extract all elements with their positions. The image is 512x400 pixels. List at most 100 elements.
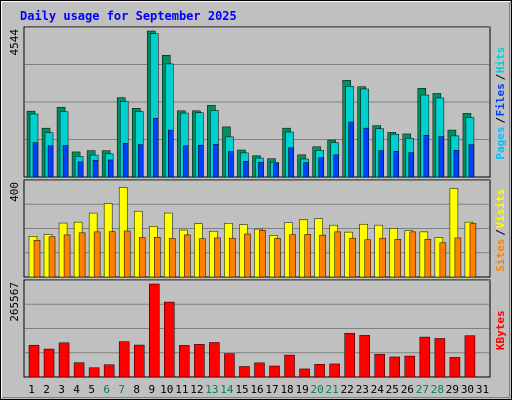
bar-pages-day-7 [122, 143, 129, 178]
x-tick-label: 5 [88, 383, 95, 396]
legend: Pages/Files/Hits [494, 47, 507, 160]
bar-pages-day-1 [32, 142, 39, 178]
bar-sites-day-26 [409, 231, 417, 278]
bar-kbytes-day-11 [179, 345, 190, 378]
bar-sites-day-30 [469, 223, 477, 278]
legend-pages: Pages [494, 126, 507, 159]
x-tick-label: 18 [280, 383, 293, 396]
bar-pages-day-3 [62, 145, 69, 178]
bar-pages-day-28 [438, 136, 445, 178]
bar-kbytes-day-18 [284, 354, 295, 378]
bar-pages-day-29 [453, 150, 460, 178]
bar-kbytes-day-3 [58, 342, 70, 378]
x-tick-label: 1 [28, 383, 35, 396]
bar-visits-day-29 [449, 188, 459, 278]
x-tick-label: 9 [148, 383, 155, 396]
x-tick-label: 29 [446, 383, 459, 396]
bar-kbytes-day-7 [118, 341, 130, 378]
bar-sites-day-14 [229, 237, 236, 278]
x-tick-label: 19 [295, 383, 308, 396]
bar-sites-day-28 [439, 242, 447, 278]
panel-kbytes: 265567 KBytes [8, 279, 507, 378]
bar-kbytes-day-24 [374, 353, 385, 378]
bar-kbytes-day-14 [224, 353, 235, 378]
bar-kbytes-day-17 [269, 365, 280, 378]
bar-sites-day-2 [48, 236, 56, 278]
bar-kbytes-day-22 [344, 332, 355, 378]
bar-pages-day-15 [243, 161, 249, 178]
bar-pages-day-4 [77, 161, 84, 178]
bar-sites-day-3 [63, 234, 71, 278]
legend-visits: Visits [494, 189, 507, 229]
x-tick-label: 11 [175, 383, 188, 396]
x-tick-label: 12 [190, 383, 203, 396]
bar-kbytes-day-25 [389, 356, 401, 378]
legend-hits: Hits [494, 47, 507, 74]
bar-pages-day-11 [183, 145, 189, 178]
bar-sites-day-19 [304, 234, 311, 278]
bar-sites-day-11 [184, 234, 191, 278]
chart-title: Daily usage for September 2025 [20, 9, 237, 23]
x-tick-label: 8 [133, 383, 140, 396]
x-tick-label: 22 [341, 383, 354, 396]
x-tick-label: 30 [461, 383, 474, 396]
bar-sites-day-21 [334, 231, 341, 278]
bar-sites-day-25 [394, 239, 402, 278]
bar-pages-day-14 [228, 151, 234, 178]
legend-kbytes: KBytes [494, 310, 507, 350]
bar-pages-day-16 [258, 161, 264, 178]
x-tick-label: 25 [386, 383, 399, 396]
bar-sites-day-9 [154, 236, 161, 278]
y-max-label: 265567 [8, 282, 21, 322]
bar-pages-day-22 [348, 121, 354, 178]
bar-pages-day-2 [47, 145, 54, 178]
bar-kbytes-day-26 [404, 355, 416, 378]
x-tick-label: 16 [250, 383, 263, 396]
legend-separator: / [494, 117, 507, 124]
x-tick-label: 3 [58, 383, 65, 396]
bar-sites-day-12 [199, 238, 206, 278]
bar-pages-day-23 [363, 127, 369, 178]
y-max-label: 4544 [8, 29, 21, 56]
legend: Sites /Visits [494, 189, 507, 272]
bar-pages-day-13 [213, 143, 219, 178]
bar-kbytes-day-29 [449, 357, 461, 378]
x-tick-label: 14 [220, 383, 234, 396]
x-tick-label: 7 [118, 383, 125, 396]
bar-sites-day-8 [138, 237, 146, 278]
bar-sites-day-24 [379, 237, 386, 278]
bar-kbytes-day-27 [419, 336, 431, 378]
bar-sites-day-1 [33, 240, 41, 278]
bar-sites-day-5 [93, 231, 101, 278]
x-tick-label: 2 [43, 383, 50, 396]
legend-sites: Sites [494, 239, 507, 272]
bar-sites-day-27 [424, 239, 432, 278]
bar-sites-day-7 [123, 230, 131, 278]
x-tick-label: 17 [265, 383, 278, 396]
bar-sites-day-22 [349, 237, 356, 278]
bar-sites-day-20 [319, 234, 326, 278]
legend-separator: / [494, 229, 507, 236]
bar-kbytes-day-5 [88, 367, 100, 378]
bar-pages-day-9 [153, 117, 159, 178]
x-tick-label: 28 [431, 383, 444, 396]
x-tick-label: 23 [356, 383, 369, 396]
bar-kbytes-day-8 [133, 344, 145, 378]
bar-pages-day-8 [137, 144, 144, 178]
x-tick-label: 24 [371, 383, 385, 396]
bar-pages-day-26 [408, 152, 415, 178]
bar-pages-day-25 [393, 151, 400, 178]
legend: KBytes [494, 310, 507, 350]
bar-sites-day-4 [78, 232, 86, 278]
bar-sites-day-17 [274, 238, 281, 278]
bar-kbytes-day-23 [359, 335, 370, 378]
bar-kbytes-day-6 [103, 364, 115, 378]
x-tick-label: 31 [476, 383, 489, 396]
bar-pages-day-30 [468, 144, 475, 178]
y-max-label: 400 [8, 182, 21, 202]
x-tick-label: 20 [311, 383, 324, 396]
legend-files: Files [494, 83, 507, 116]
bar-kbytes-day-19 [299, 368, 310, 378]
